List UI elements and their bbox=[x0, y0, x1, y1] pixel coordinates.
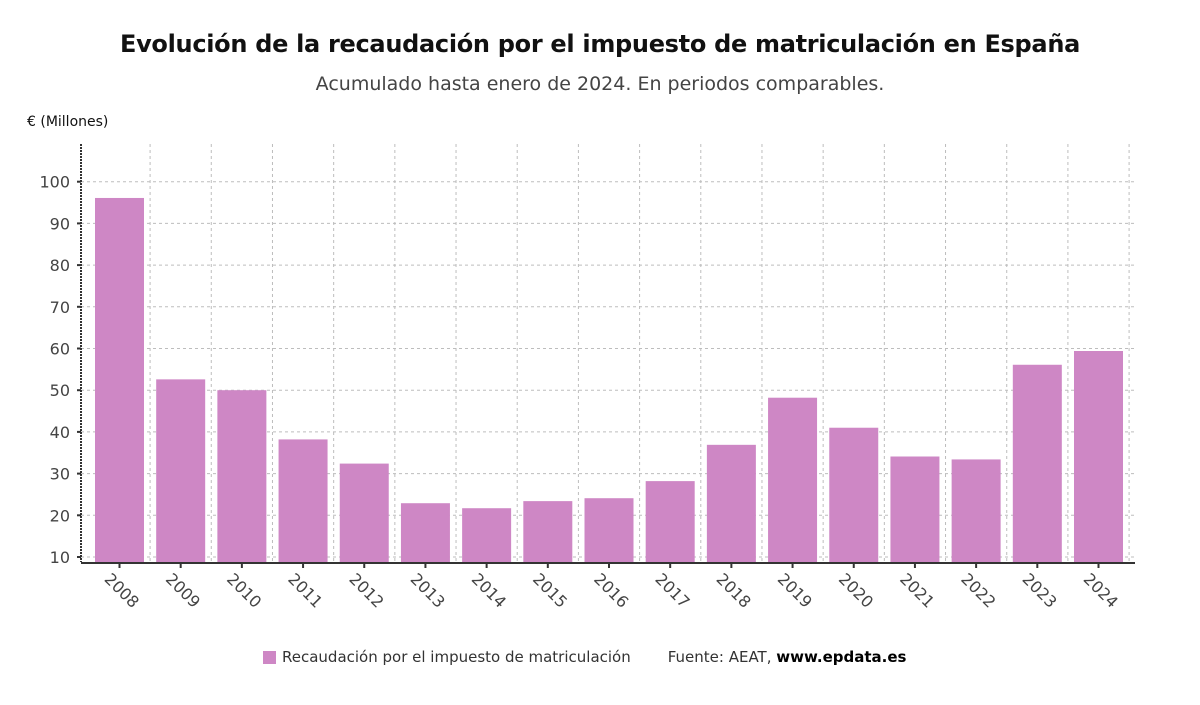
y-tick-label: 80 bbox=[50, 256, 70, 275]
bar-2015[interactable] bbox=[523, 501, 573, 562]
y-tick-label: 30 bbox=[50, 465, 70, 484]
chart-subtitle: Acumulado hasta enero de 2024. En period… bbox=[315, 73, 885, 95]
bar-2021[interactable] bbox=[890, 456, 940, 562]
bar-2018[interactable] bbox=[706, 444, 756, 562]
x-tick-label: 2013 bbox=[407, 569, 449, 611]
legend-label: Recaudación por el impuesto de matricula… bbox=[282, 648, 631, 666]
bar-2013[interactable] bbox=[400, 503, 450, 562]
x-tick-label: 2009 bbox=[162, 569, 204, 611]
y-tick-label: 90 bbox=[50, 214, 70, 233]
axes bbox=[80, 144, 1135, 564]
y-tick-label: 40 bbox=[50, 423, 70, 442]
x-tick-label: 2012 bbox=[345, 569, 387, 611]
bar-2017[interactable] bbox=[645, 481, 695, 562]
bar-2022[interactable] bbox=[951, 459, 1001, 562]
x-tick-label: 2015 bbox=[529, 569, 571, 611]
x-tick-label: 2011 bbox=[284, 569, 326, 611]
x-tick-label: 2024 bbox=[1080, 569, 1122, 611]
bar-2020[interactable] bbox=[829, 427, 879, 562]
x-tick-label: 2018 bbox=[713, 569, 755, 611]
y-tick-label: 60 bbox=[50, 340, 70, 359]
x-tick-label: 2019 bbox=[774, 569, 816, 611]
chart-title: Evolución de la recaudación por el impue… bbox=[119, 30, 1080, 58]
bar-2008[interactable] bbox=[95, 197, 144, 562]
bar-2010[interactable] bbox=[217, 390, 267, 562]
source-prefix: Fuente: AEAT, bbox=[667, 648, 772, 666]
source-link[interactable]: www.epdata.es bbox=[776, 648, 907, 666]
y-ticks: 10 20 30 40 50 60 70 80 90 100 bbox=[39, 173, 81, 567]
x-tick-label: 2016 bbox=[590, 569, 632, 611]
y-tick-label: 50 bbox=[50, 381, 70, 400]
x-ticks: 2008 2009 2010 2011 2012 2013 2014 2015 2016 2017… bbox=[101, 564, 1122, 612]
x-tick-label: 2021 bbox=[896, 569, 938, 611]
y-tick-label: 20 bbox=[50, 506, 70, 525]
bar-2016[interactable] bbox=[584, 498, 634, 562]
bar-2014[interactable] bbox=[462, 508, 512, 562]
y-tick-label: 10 bbox=[50, 548, 70, 567]
y-axis-label: € (Millones) bbox=[27, 114, 109, 130]
bar-2023[interactable] bbox=[1012, 364, 1062, 562]
x-tick-label: 2023 bbox=[1018, 569, 1060, 611]
bar-2012[interactable] bbox=[339, 463, 389, 562]
y-tick-label: 70 bbox=[50, 298, 70, 317]
x-tick-label: 2022 bbox=[957, 569, 999, 611]
bar-2011[interactable] bbox=[278, 439, 328, 562]
legend: Recaudación por el impuesto de matricula… bbox=[263, 648, 906, 666]
source-text: Fuente: AEAT, www.epdata.es bbox=[668, 648, 907, 666]
x-tick-label: 2014 bbox=[468, 569, 510, 611]
bar-2009[interactable] bbox=[156, 379, 206, 562]
x-tick-label: 2017 bbox=[651, 569, 693, 611]
x-tick-label: 2008 bbox=[101, 569, 143, 611]
x-tick-label: 2020 bbox=[835, 569, 877, 611]
bars bbox=[95, 197, 1123, 562]
bar-2024[interactable] bbox=[1074, 351, 1123, 562]
grid bbox=[81, 144, 1135, 562]
bar-2019[interactable] bbox=[768, 397, 818, 562]
y-tick-label: 100 bbox=[39, 173, 70, 192]
x-tick-label: 2010 bbox=[223, 569, 265, 611]
legend-swatch bbox=[263, 650, 276, 664]
